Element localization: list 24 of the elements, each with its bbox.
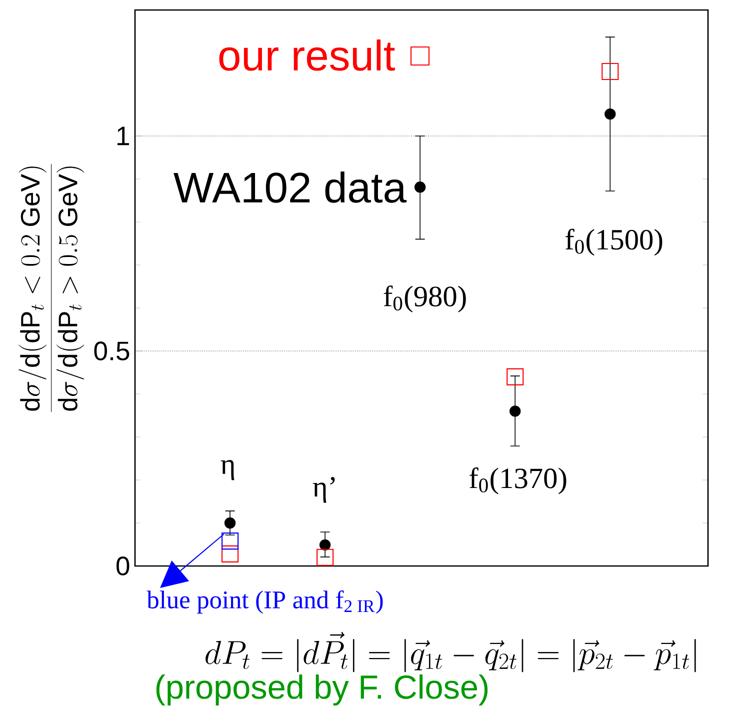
point bbox=[319, 539, 331, 551]
y-tick-label: 0 bbox=[116, 556, 130, 576]
text: (proposed by F. Close) bbox=[156, 674, 488, 706]
point bbox=[602, 62, 619, 80]
annotation: f$_{0}$(1500) bbox=[565, 228, 662, 256]
y-tick-label: 1 bbox=[117, 126, 129, 146]
point bbox=[510, 406, 521, 417]
legend-label: blue point (IP and f$_{2 IR}$) bbox=[146, 590, 383, 614]
text: our result bbox=[219, 39, 395, 71]
y-tick-label: 0.5 bbox=[94, 342, 130, 360]
point bbox=[224, 517, 236, 529]
annotation: η’ bbox=[312, 476, 335, 503]
point bbox=[316, 548, 334, 566]
series-label: WA102 data bbox=[174, 171, 407, 203]
y-axis-title: $\frac{\mathrm{d}\sigma/\mathrm{d}(\mathrm{dP}_{t} < 0.2\ \mathrm{GeV})}{\mathrm{d}\sigma/\mathrm{d}(\mathrm{dP}_{t} > 0.5\ \mathrm{GeV})}$ bbox=[18, 164, 84, 412]
point bbox=[604, 108, 616, 120]
point bbox=[221, 545, 239, 562]
annotation: f$_{0}$(1370) bbox=[469, 467, 566, 494]
text: $dP_t = |d\vec{P}_t| = |\vec{q}_{1t} - \vec{q}_{2t}| = |\vec{p}_{2t} - \vec{p}_{1t}|$ bbox=[206, 632, 696, 672]
point bbox=[221, 532, 239, 550]
point bbox=[506, 368, 524, 386]
annotation: η bbox=[220, 460, 234, 480]
annotation: f$_{0}$(980) bbox=[384, 285, 466, 312]
point bbox=[414, 182, 426, 193]
